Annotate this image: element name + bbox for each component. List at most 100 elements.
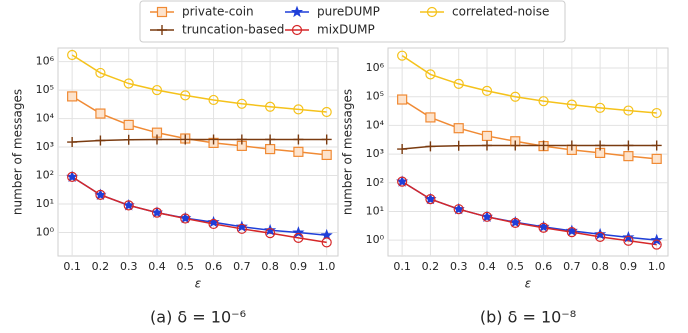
x-axis-label: ε (195, 277, 202, 291)
x-tick-label: 1.0 (318, 260, 336, 273)
series-line (71, 95, 327, 156)
marker (538, 222, 549, 233)
subplot-caption: (a) δ = 10⁻⁶ (150, 308, 246, 327)
marker (397, 176, 408, 187)
marker (397, 50, 408, 61)
marker (207, 215, 220, 228)
marker (481, 85, 493, 96)
subplot-caption: (b) δ = 10⁻⁸ (480, 308, 576, 327)
marker (265, 101, 276, 112)
marker (566, 227, 577, 238)
marker (123, 200, 134, 211)
marker (265, 134, 276, 145)
marker (566, 99, 577, 110)
legend-label: truncation-based (182, 23, 284, 37)
y-tick-label: 10⁶ (36, 55, 55, 68)
marker (453, 140, 464, 151)
marker (397, 94, 408, 105)
y-tick-label: 10⁶ (366, 61, 385, 74)
marker (623, 105, 634, 116)
marker (151, 84, 163, 96)
marker (623, 151, 634, 162)
legend-label: mixDUMP (317, 23, 375, 37)
marker (265, 228, 276, 239)
marker (123, 78, 134, 89)
y-tick-label: 10³ (36, 140, 54, 153)
series-line (402, 144, 657, 150)
marker (123, 134, 134, 145)
marker (510, 140, 521, 151)
x-tick-label: 0.6 (205, 260, 223, 273)
marker (594, 227, 607, 240)
marker (67, 49, 78, 61)
x-tick-label: 0.9 (620, 260, 638, 273)
marker (264, 223, 277, 236)
marker (510, 217, 521, 228)
legend-box (139, 0, 566, 43)
marker (67, 137, 78, 148)
marker (481, 140, 492, 151)
series-line (71, 176, 327, 244)
marker (595, 140, 606, 151)
marker (95, 135, 106, 146)
marker (236, 134, 247, 145)
marker (425, 141, 436, 152)
x-tick-label: 0.3 (120, 260, 138, 273)
marker (208, 218, 219, 230)
marker (481, 211, 493, 222)
marker (236, 98, 247, 109)
marker (453, 204, 464, 215)
x-tick-label: 0.9 (290, 260, 308, 273)
legend-label: pureDUMP (317, 5, 380, 19)
x-tick-label: 0.6 (535, 260, 553, 273)
x-tick-label: 0.3 (450, 260, 468, 273)
marker (481, 130, 493, 142)
y-tick-label: 10² (36, 169, 54, 182)
marker (651, 153, 662, 164)
marker (321, 149, 332, 161)
marker (425, 193, 436, 205)
series-line (401, 180, 657, 246)
marker (235, 220, 248, 232)
marker (291, 24, 303, 36)
x-tick-label: 0.2 (422, 260, 440, 273)
marker (425, 112, 436, 123)
x-tick-label: 0.4 (478, 260, 496, 273)
marker (651, 140, 662, 151)
series-line (71, 54, 327, 113)
y-axis-label: number of messages (341, 89, 355, 215)
marker (67, 171, 78, 182)
marker (293, 134, 304, 145)
marker (236, 223, 247, 234)
marker (293, 146, 304, 157)
marker (95, 189, 106, 200)
marker (397, 144, 408, 155)
marker (208, 134, 219, 145)
marker (151, 207, 163, 218)
marker (123, 119, 134, 130)
marker (538, 96, 549, 107)
x-tick-label: 0.7 (233, 260, 251, 273)
marker (293, 232, 304, 243)
y-tick-label: 10¹ (36, 197, 54, 210)
marker (538, 140, 549, 151)
y-tick-label: 10⁰ (366, 233, 385, 246)
marker (453, 78, 464, 90)
marker (156, 6, 168, 18)
marker (293, 104, 304, 115)
marker (180, 90, 191, 101)
y-tick-label: 10² (366, 176, 384, 189)
marker (151, 134, 162, 145)
marker (208, 94, 219, 106)
marker (425, 69, 436, 80)
marker (290, 5, 304, 18)
y-tick-label: 10¹ (366, 204, 384, 217)
x-tick-label: 0.7 (563, 260, 581, 273)
marker (95, 108, 106, 119)
marker (453, 123, 464, 134)
marker (157, 25, 167, 35)
marker (180, 213, 191, 224)
marker (651, 107, 662, 119)
y-tick-label: 10⁰ (36, 226, 55, 239)
x-tick-label: 0.2 (92, 260, 110, 273)
